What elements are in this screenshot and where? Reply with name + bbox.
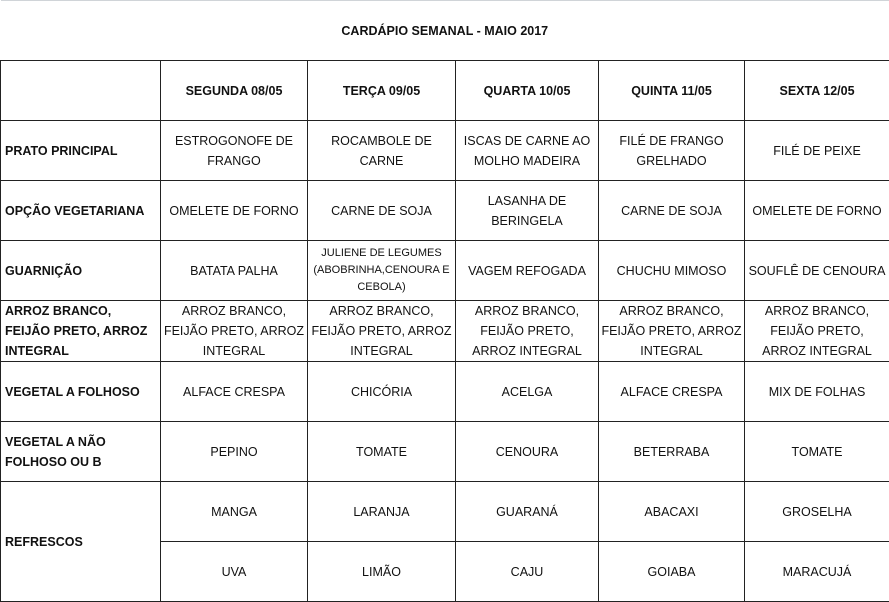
- menu-cell: CHICÓRIA: [308, 362, 456, 422]
- menu-cell: ALFACE CRESPA: [599, 362, 745, 422]
- row-label: OPÇÃO VEGETARIANA: [1, 181, 161, 241]
- menu-cell: GOIABA: [599, 542, 745, 602]
- day-header: SEXTA 12/05: [745, 61, 889, 121]
- row-label: REFRESCOS: [1, 482, 161, 602]
- menu-cell: CAJU: [456, 542, 599, 602]
- menu-cell: FILÉ DE FRANGO GRELHADO: [599, 121, 745, 181]
- menu-cell: BATATA PALHA: [161, 241, 308, 301]
- menu-cell: MIX DE FOLHAS: [745, 362, 889, 422]
- header-row: SEGUNDA 08/05 TERÇA 09/05 QUARTA 10/05 Q…: [1, 61, 889, 121]
- table-row-refrescos-1: REFRESCOS MANGA LARANJA GUARANÁ ABACAXI …: [1, 482, 889, 542]
- menu-cell: CARNE DE SOJA: [599, 181, 745, 241]
- row-label: GUARNIÇÃO: [1, 241, 161, 301]
- menu-cell: MARACUJÁ: [745, 542, 889, 602]
- menu-cell: CARNE DE SOJA: [308, 181, 456, 241]
- row-label: VEGETAL A FOLHOSO: [1, 362, 161, 422]
- menu-cell: ARROZ BRANCO, FEIJÃO PRETO, ARROZ INTEGR…: [456, 301, 599, 362]
- menu-cell: ABACAXI: [599, 482, 745, 542]
- menu-cell: ARROZ BRANCO, FEIJÃO PRETO, ARROZ INTEGR…: [161, 301, 308, 362]
- menu-cell: OMELETE DE FORNO: [161, 181, 308, 241]
- menu-cell: CHUCHU MIMOSO: [599, 241, 745, 301]
- day-header: TERÇA 09/05: [308, 61, 456, 121]
- menu-cell: FILÉ DE PEIXE: [745, 121, 889, 181]
- day-header: QUARTA 10/05: [456, 61, 599, 121]
- menu-cell: ARROZ BRANCO, FEIJÃO PRETO, ARROZ INTEGR…: [745, 301, 889, 362]
- day-header: QUINTA 11/05: [599, 61, 745, 121]
- menu-cell: TOMATE: [308, 422, 456, 482]
- menu-cell: OMELETE DE FORNO: [745, 181, 889, 241]
- menu-cell: SOUFLÊ DE CENOURA: [745, 241, 889, 301]
- title-row: CARDÁPIO SEMANAL - MAIO 2017: [1, 1, 889, 61]
- menu-cell: ROCAMBOLE DE CARNE: [308, 121, 456, 181]
- row-label: ARROZ BRANCO, FEIJÃO PRETO, ARROZ INTEGR…: [1, 301, 161, 362]
- menu-cell: BETERRABA: [599, 422, 745, 482]
- menu-cell: CENOURA: [456, 422, 599, 482]
- menu-cell: ARROZ BRANCO, FEIJÃO PRETO, ARROZ INTEGR…: [308, 301, 456, 362]
- menu-cell: ALFACE CRESPA: [161, 362, 308, 422]
- menu-cell: LIMÃO: [308, 542, 456, 602]
- menu-cell: UVA: [161, 542, 308, 602]
- menu-cell: MANGA: [161, 482, 308, 542]
- menu-cell: ISCAS DE CARNE AO MOLHO MADEIRA: [456, 121, 599, 181]
- menu-cell: VAGEM REFOGADA: [456, 241, 599, 301]
- menu-cell: LASANHA DE BERINGELA: [456, 181, 599, 241]
- menu-cell: LARANJA: [308, 482, 456, 542]
- menu-cell: PEPINO: [161, 422, 308, 482]
- menu-cell: ESTROGONOFE DE FRANGO: [161, 121, 308, 181]
- menu-title: CARDÁPIO SEMANAL - MAIO 2017: [1, 1, 889, 61]
- table-row: ARROZ BRANCO, FEIJÃO PRETO, ARROZ INTEGR…: [1, 301, 889, 362]
- menu-cell: GUARANÁ: [456, 482, 599, 542]
- menu-cell: ARROZ BRANCO, FEIJÃO PRETO, ARROZ INTEGR…: [599, 301, 745, 362]
- menu-cell: ACELGA: [456, 362, 599, 422]
- menu-cell: JULIENE DE LEGUMES (ABOBRINHA,CENOURA E …: [308, 241, 456, 301]
- menu-cell: TOMATE: [745, 422, 889, 482]
- menu-cell: GROSELHA: [745, 482, 889, 542]
- corner-cell: [1, 61, 161, 121]
- row-label: VEGETAL A NÃO FOLHOSO OU B: [1, 422, 161, 482]
- day-header: SEGUNDA 08/05: [161, 61, 308, 121]
- row-label: PRATO PRINCIPAL: [1, 121, 161, 181]
